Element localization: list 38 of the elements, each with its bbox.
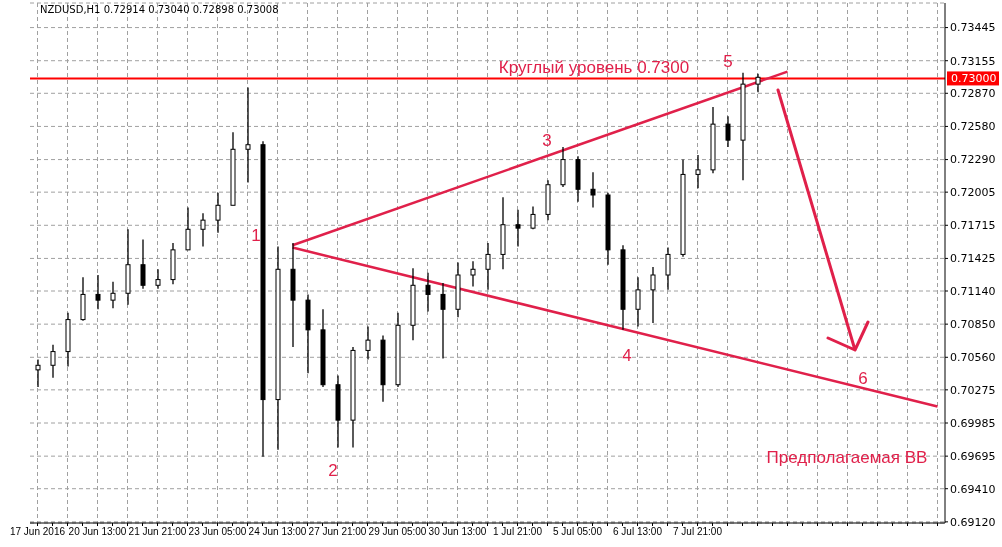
x-tick-label: 1 Jul 21:00 bbox=[493, 526, 543, 538]
y-tick-label: 0.71715 bbox=[950, 219, 996, 233]
x-tick-label: 6 Jul 13:00 bbox=[613, 526, 663, 538]
y-tick-label: 0.71425 bbox=[950, 252, 996, 266]
y-tick-label: 0.73445 bbox=[950, 21, 996, 35]
y-tick-label: 0.70560 bbox=[950, 351, 996, 365]
annotation: Круглый уровень 0.7300 bbox=[498, 58, 690, 78]
y-tick-label: 0.70850 bbox=[950, 318, 996, 332]
annotation: Предполагаемая ВВ bbox=[766, 448, 928, 468]
y-tick-label: 0.72290 bbox=[950, 153, 996, 167]
x-tick-label: 21 Jun 21:00 bbox=[128, 526, 187, 538]
y-tick-label: 0.73155 bbox=[950, 54, 996, 68]
y-tick-label: 0.69985 bbox=[950, 416, 996, 430]
annotation: 6 bbox=[858, 369, 868, 389]
y-tick-label: 0.72580 bbox=[950, 120, 996, 134]
y-tick-label: 0.70275 bbox=[950, 383, 996, 397]
annotation: 1 bbox=[251, 226, 261, 246]
y-tick-label: 0.72870 bbox=[950, 87, 996, 101]
x-tick-label: 17 Jun 2016 bbox=[9, 526, 66, 538]
annotation: 2 bbox=[328, 461, 338, 481]
annotation: 3 bbox=[542, 131, 552, 151]
x-tick-label: 5 Jul 05:00 bbox=[553, 526, 603, 538]
chart-title: NZDUSD,H1 0.72914 0.73040 0.72898 0.73008 bbox=[40, 4, 279, 15]
x-tick-label: 23 Jun 05:00 bbox=[188, 526, 247, 538]
y-tick-label: 0.71140 bbox=[950, 284, 996, 298]
x-tick-label: 29 Jun 05:00 bbox=[368, 526, 427, 538]
x-tick-label: 27 Jun 21:00 bbox=[308, 526, 367, 538]
y-tick-label: 0.69695 bbox=[950, 450, 996, 464]
ref-line-label: 0.73000 bbox=[951, 72, 997, 86]
x-tick-label: 30 Jun 13:00 bbox=[428, 526, 487, 538]
x-tick-label: 20 Jun 13:00 bbox=[68, 526, 127, 538]
x-tick-label: 24 Jun 13:00 bbox=[248, 526, 307, 538]
y-tick-label: 0.69120 bbox=[950, 515, 996, 529]
annotation: 4 bbox=[622, 346, 632, 366]
annotation: 5 bbox=[723, 52, 733, 72]
y-tick-label: 0.72005 bbox=[950, 186, 996, 200]
y-tick-label: 0.69410 bbox=[950, 482, 996, 496]
x-tick-label: 7 Jul 21:00 bbox=[673, 526, 723, 538]
